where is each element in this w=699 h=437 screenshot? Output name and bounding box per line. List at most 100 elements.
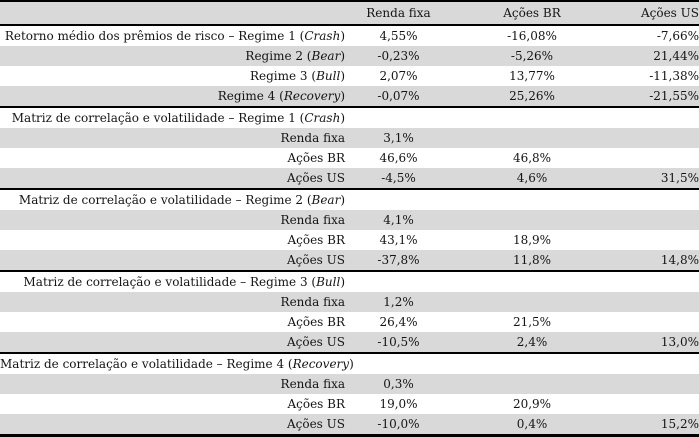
renda-fixa-value-cell: 46,6% (379, 151, 418, 165)
row-label-cell: Renda fixa (0, 210, 345, 230)
row-label-italic-text: Recovery (292, 357, 350, 371)
renda-fixa-value-cell: -0,23% (377, 49, 420, 63)
acoes-br-value-cell: -16,08% (507, 29, 557, 43)
row-label-cell: Regime 2 (Bear) (0, 46, 345, 66)
row-label-italic-text: Crash (304, 111, 341, 125)
table-body: Retorno médio dos prêmios de risco – Reg… (0, 25, 699, 436)
acoes-us-value-cell: 15,2% (660, 417, 699, 431)
header-empty-cell (0, 1, 345, 25)
table-row: Renda fixa 4,1% (0, 210, 699, 230)
acoes-us-value-cell: 31,5% (660, 171, 699, 185)
row-label-text: Matriz de correlação e volatilidade – Re… (11, 111, 305, 125)
renda-fixa-value-cell: 2,07% (379, 69, 418, 83)
table-row: Ações US -37,8% 11,8% 14,8% (0, 250, 699, 271)
renda-fixa-value-cell: -0,07% (377, 89, 420, 103)
row-label-closing-text: ) (340, 89, 345, 103)
row-label-italic-text: Bull (316, 275, 341, 289)
acoes-us-value-cell: -11,38% (649, 69, 699, 83)
acoes-br-value-cell (452, 292, 612, 312)
row-label-cell: Renda fixa (0, 128, 345, 148)
row-label-cell: Ações BR (0, 230, 345, 250)
renda-fixa-value-cell (345, 271, 452, 292)
acoes-us-value-cell (612, 394, 699, 414)
acoes-us-value-cell: -21,55% (649, 89, 699, 103)
table-row: Ações US -4,5% 4,6% 31,5% (0, 168, 699, 189)
acoes-us-value-cell (612, 107, 699, 128)
row-label-cell: Ações US (0, 250, 345, 271)
row-label-cell: Ações BR (0, 148, 345, 168)
renda-fixa-value-cell: -10,0% (377, 417, 420, 431)
acoes-br-value-cell (452, 210, 612, 230)
row-label-closing-text: ) (340, 49, 345, 63)
renda-fixa-value-cell (345, 353, 452, 374)
acoes-br-value-cell (452, 128, 612, 148)
table-row: Renda fixa 3,1% (0, 128, 699, 148)
table-row: Ações US -10,5% 2,4% 13,0% (0, 332, 699, 353)
row-label-text: Ações US (286, 417, 345, 431)
table-row: Retorno médio dos prêmios de risco – Reg… (0, 25, 699, 46)
renda-fixa-value-cell: 26,4% (379, 315, 418, 329)
acoes-br-value-cell: 13,77% (509, 69, 555, 83)
row-label-text: Ações BR (287, 315, 345, 329)
acoes-br-value-cell: 18,9% (512, 233, 552, 247)
renda-fixa-value-cell: 4,1% (383, 213, 414, 227)
row-label-text: Renda fixa (280, 295, 345, 309)
acoes-us-value-cell (612, 189, 699, 210)
renda-fixa-value-cell: 1,2% (383, 295, 414, 309)
row-label-text: Ações BR (287, 397, 345, 411)
table-row: Ações BR 19,0% 20,9% (0, 394, 699, 414)
table-row: Matriz de correlação e volatilidade – Re… (0, 107, 699, 128)
row-label-text: Matriz de correlação e volatilidade – Re… (18, 193, 312, 207)
acoes-br-value-cell: 2,4% (516, 335, 548, 349)
row-label-cell: Matriz de correlação e volatilidade – Re… (0, 271, 346, 292)
row-label-cell: Ações US (0, 168, 345, 189)
row-label-italic-text: Bear (311, 49, 341, 63)
acoes-us-value-cell: -7,66% (656, 29, 699, 43)
row-label-cell: Ações US (0, 414, 345, 436)
renda-fixa-value-cell: -10,5% (377, 335, 420, 349)
row-label-cell: Retorno médio dos prêmios de risco – Reg… (0, 25, 345, 46)
row-label-cell: Matriz de correlação e volatilidade – Re… (0, 353, 354, 374)
row-label-italic-text: Bull (316, 69, 341, 83)
table-row: Ações BR 46,6% 46,8% (0, 148, 699, 168)
acoes-us-value-cell (612, 148, 699, 168)
row-label-cell: Matriz de correlação e volatilidade – Re… (0, 189, 345, 210)
renda-fixa-value-cell (345, 189, 452, 210)
acoes-br-value-cell: -5,26% (510, 49, 554, 63)
acoes-us-value-cell (612, 210, 699, 230)
header-acoes-us: Ações US (640, 6, 699, 20)
row-label-cell: Ações BR (0, 394, 345, 414)
row-label-italic-text: Bear (311, 193, 341, 207)
row-label-cell: Regime 4 (Recovery) (0, 86, 345, 107)
table-row: Regime 3 (Bull) 2,07% 13,77% -11,38% (0, 66, 699, 86)
table-row: Regime 4 (Recovery) -0,07% 25,26% -21,55… (0, 86, 699, 107)
table-row: Renda fixa 0,3% (0, 374, 699, 394)
acoes-us-value-cell (612, 230, 699, 250)
row-label-text: Ações US (286, 253, 345, 267)
renda-fixa-value-cell: -4,5% (381, 171, 416, 185)
acoes-br-value-cell: 21,5% (512, 315, 552, 329)
row-label-cell: Renda fixa (0, 374, 345, 394)
row-label-text: Regime 4 ( (217, 89, 284, 103)
acoes-us-value-cell (612, 292, 699, 312)
table-row: Renda fixa 1,2% (0, 292, 699, 312)
table-row: Regime 2 (Bear) -0,23% -5,26% 21,44% (0, 46, 699, 66)
renda-fixa-value-cell: 3,1% (383, 131, 414, 145)
row-label-text: Renda fixa (280, 377, 345, 391)
table-row: Matriz de correlação e volatilidade – Re… (0, 189, 699, 210)
row-label-text: Matriz de correlação e volatilidade – Re… (23, 275, 317, 289)
row-label-closing-text: ) (349, 357, 354, 371)
renda-fixa-value-cell: -37,8% (377, 253, 420, 267)
row-label-text: Renda fixa (280, 213, 345, 227)
row-label-text: Regime 2 ( (245, 49, 312, 63)
header-renda-fixa: Renda fixa (366, 6, 431, 20)
row-label-cell: Matriz de correlação e volatilidade – Re… (0, 107, 345, 128)
acoes-br-value-cell (452, 374, 612, 394)
acoes-us-value-cell (612, 312, 699, 332)
row-label-text: Regime 3 ( (249, 69, 317, 83)
row-label-text: Ações US (286, 335, 345, 349)
table-row: Ações BR 26,4% 21,5% (0, 312, 699, 332)
row-label-text: Ações US (286, 171, 345, 185)
table-row: Matriz de correlação e volatilidade – Re… (0, 353, 699, 374)
row-label-italic-text: Crash (304, 29, 341, 43)
